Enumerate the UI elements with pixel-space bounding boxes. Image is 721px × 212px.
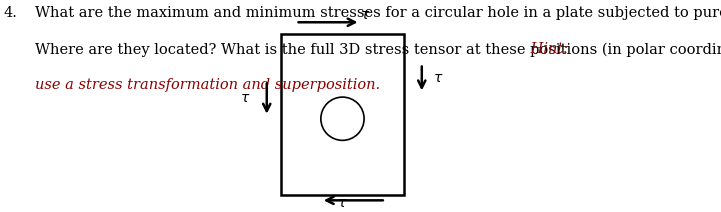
Text: $\tau$: $\tau$	[433, 71, 443, 85]
Ellipse shape	[321, 97, 364, 140]
Text: $\tau$: $\tau$	[360, 8, 371, 22]
Text: $\tau$: $\tau$	[241, 91, 251, 105]
Text: What are the maximum and minimum stresses for a circular hole in a plate subject: What are the maximum and minimum stresse…	[35, 6, 721, 20]
Text: Where are they located? What is the full 3D stress tensor at these positions (in: Where are they located? What is the full…	[35, 42, 721, 57]
Text: use a stress transformation and superposition.: use a stress transformation and superpos…	[35, 78, 380, 92]
Text: $\tau$: $\tau$	[337, 196, 348, 210]
Text: Hint:: Hint:	[526, 42, 568, 56]
Text: 4.: 4.	[4, 6, 17, 20]
Bar	[281, 34, 404, 195]
